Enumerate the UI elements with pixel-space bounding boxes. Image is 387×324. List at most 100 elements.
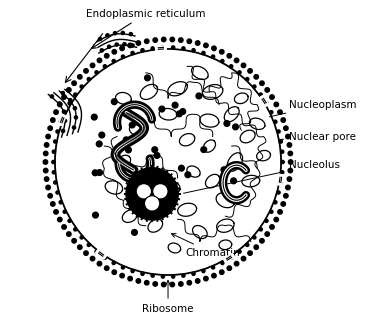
- Circle shape: [84, 251, 88, 255]
- Circle shape: [144, 281, 149, 285]
- Circle shape: [90, 63, 95, 68]
- Circle shape: [221, 167, 227, 173]
- Circle shape: [80, 236, 83, 239]
- Circle shape: [97, 170, 103, 175]
- Circle shape: [154, 153, 160, 158]
- Circle shape: [284, 193, 288, 198]
- Circle shape: [202, 270, 205, 272]
- Circle shape: [97, 261, 102, 266]
- Circle shape: [274, 201, 277, 204]
- Circle shape: [260, 81, 264, 86]
- Circle shape: [270, 210, 273, 213]
- Circle shape: [281, 160, 284, 164]
- Circle shape: [54, 140, 57, 143]
- Circle shape: [45, 177, 49, 181]
- Circle shape: [161, 282, 166, 287]
- Circle shape: [74, 116, 77, 119]
- Circle shape: [221, 60, 224, 63]
- Circle shape: [172, 102, 178, 108]
- Circle shape: [201, 147, 207, 153]
- Circle shape: [63, 111, 66, 114]
- Circle shape: [97, 58, 102, 63]
- Circle shape: [96, 141, 102, 147]
- Circle shape: [68, 219, 71, 222]
- Circle shape: [45, 143, 49, 147]
- Text: Nucleolus: Nucleolus: [183, 160, 340, 193]
- Circle shape: [142, 195, 147, 201]
- Circle shape: [104, 53, 109, 58]
- Circle shape: [147, 159, 152, 165]
- Circle shape: [43, 151, 48, 156]
- Circle shape: [87, 243, 91, 247]
- Circle shape: [281, 118, 286, 122]
- Circle shape: [153, 282, 158, 286]
- Circle shape: [238, 250, 241, 253]
- Circle shape: [260, 238, 264, 243]
- Circle shape: [87, 77, 91, 81]
- Circle shape: [131, 52, 134, 54]
- Circle shape: [128, 276, 132, 281]
- Circle shape: [286, 134, 290, 139]
- Circle shape: [161, 275, 164, 278]
- Circle shape: [170, 197, 175, 203]
- Circle shape: [54, 110, 58, 114]
- Circle shape: [80, 85, 83, 88]
- Circle shape: [62, 129, 65, 133]
- Circle shape: [74, 228, 77, 231]
- Circle shape: [204, 276, 208, 281]
- Circle shape: [123, 43, 126, 46]
- Circle shape: [48, 193, 52, 198]
- Circle shape: [123, 137, 129, 143]
- Circle shape: [192, 272, 195, 275]
- Circle shape: [43, 168, 48, 173]
- Circle shape: [170, 282, 175, 287]
- Circle shape: [61, 91, 64, 95]
- Circle shape: [182, 274, 185, 277]
- Circle shape: [182, 47, 185, 50]
- Circle shape: [68, 98, 72, 102]
- Text: Ribosome: Ribosome: [142, 281, 194, 314]
- Circle shape: [227, 53, 231, 58]
- Circle shape: [253, 236, 256, 239]
- Circle shape: [233, 124, 238, 130]
- Circle shape: [151, 274, 154, 277]
- Circle shape: [50, 95, 53, 98]
- Circle shape: [279, 181, 283, 184]
- Circle shape: [246, 77, 249, 81]
- Circle shape: [278, 210, 282, 214]
- Circle shape: [278, 110, 282, 114]
- Circle shape: [120, 46, 124, 51]
- Circle shape: [224, 121, 230, 126]
- Circle shape: [179, 38, 183, 42]
- Circle shape: [43, 160, 48, 164]
- Circle shape: [108, 45, 111, 48]
- Circle shape: [235, 261, 239, 266]
- Circle shape: [265, 232, 269, 236]
- Circle shape: [99, 37, 102, 40]
- Circle shape: [274, 120, 277, 123]
- Circle shape: [219, 270, 224, 274]
- Circle shape: [171, 275, 175, 278]
- Circle shape: [287, 143, 292, 147]
- Circle shape: [170, 37, 175, 42]
- Circle shape: [221, 261, 224, 264]
- Circle shape: [126, 168, 178, 220]
- Circle shape: [246, 243, 249, 247]
- Circle shape: [58, 102, 62, 107]
- Circle shape: [140, 203, 146, 209]
- Circle shape: [145, 75, 150, 81]
- Circle shape: [241, 63, 246, 68]
- Circle shape: [100, 49, 103, 52]
- Circle shape: [161, 37, 166, 42]
- Circle shape: [238, 71, 241, 74]
- Circle shape: [125, 147, 131, 153]
- Circle shape: [212, 273, 216, 278]
- Circle shape: [52, 150, 55, 153]
- Circle shape: [131, 270, 134, 272]
- Circle shape: [281, 171, 284, 174]
- Circle shape: [72, 126, 75, 129]
- Circle shape: [122, 266, 125, 269]
- Circle shape: [211, 55, 215, 58]
- Circle shape: [112, 50, 116, 54]
- Circle shape: [68, 102, 71, 105]
